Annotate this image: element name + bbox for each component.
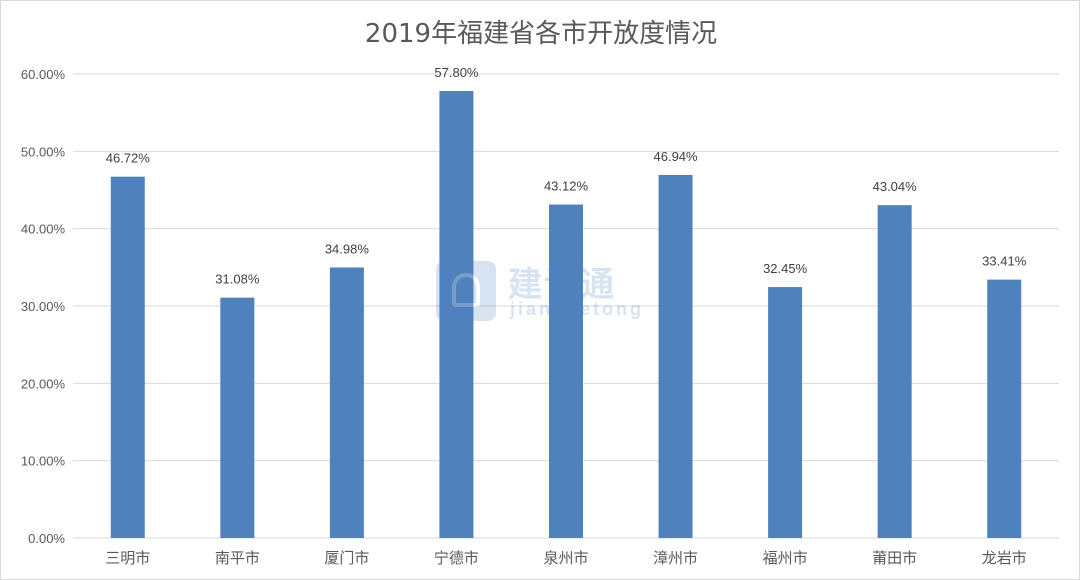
- bar: [110, 176, 145, 538]
- watermark-text: 建设通: [508, 265, 616, 305]
- bar: [768, 287, 803, 538]
- x-tick-label: 莆田市: [872, 549, 917, 567]
- x-tick-label: 龙岩市: [982, 549, 1027, 567]
- y-tick-label: 50.00%: [21, 144, 66, 159]
- x-tick-label: 南平市: [215, 549, 260, 567]
- x-tick-label: 三明市: [105, 549, 150, 567]
- y-tick-label: 10.00%: [21, 454, 66, 469]
- data-label: 33.41%: [982, 254, 1027, 269]
- bar: [549, 204, 583, 538]
- bar: [439, 91, 474, 538]
- y-tick-label: 20.00%: [21, 376, 66, 391]
- bar: [329, 267, 364, 538]
- bar: [220, 297, 255, 538]
- data-label: 32.45%: [763, 261, 808, 276]
- data-label: 43.12%: [544, 179, 589, 194]
- bar: [877, 205, 912, 538]
- bar: [658, 174, 693, 539]
- data-label: 57.80%: [434, 65, 479, 80]
- data-label: 46.72%: [106, 151, 151, 166]
- x-tick-label: 福州市: [763, 549, 808, 567]
- y-tick-label: 40.00%: [21, 222, 66, 237]
- x-tick-label: 厦门市: [324, 549, 369, 567]
- data-label: 43.04%: [873, 179, 918, 194]
- y-tick-label: 60.00%: [21, 67, 66, 82]
- y-tick-label: 0.00%: [28, 531, 65, 546]
- x-tick-label: 宁德市: [434, 549, 479, 567]
- data-label: 34.98%: [325, 241, 370, 256]
- watermark: 建设通 jianshetong: [436, 259, 666, 329]
- watermark-subtext: jianshetong: [510, 299, 645, 319]
- chart-title: 2019年福建省各市开放度情况: [364, 19, 718, 49]
- data-label: 31.08%: [215, 272, 260, 287]
- y-tick-label: 30.00%: [21, 299, 66, 314]
- bar: [987, 279, 1022, 538]
- watermark-logo-icon: [436, 261, 496, 321]
- data-label: 46.94%: [654, 149, 699, 164]
- x-tick-label: 泉州市: [543, 549, 588, 567]
- x-tick-label: 漳州市: [653, 549, 698, 567]
